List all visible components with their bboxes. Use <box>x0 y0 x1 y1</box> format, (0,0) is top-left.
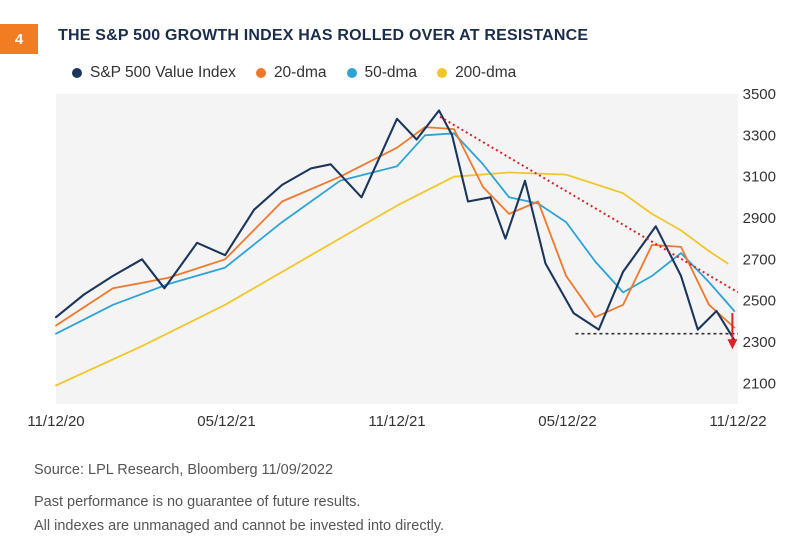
y-tick-label: 3300 <box>743 127 776 144</box>
disclaimer-performance: Past performance is no guarantee of futu… <box>34 494 361 510</box>
series-line-value-index <box>54 109 736 341</box>
legend-item-200dma: 200-dma <box>437 64 516 82</box>
y-tick-label: 3100 <box>743 169 776 186</box>
legend-item-50dma: 50-dma <box>346 64 418 82</box>
y-tick-label: 2500 <box>743 293 776 310</box>
legend-label-50dma: 50-dma <box>364 64 418 81</box>
x-tick-label: 11/12/20 <box>27 413 84 430</box>
y-tick-label: 2700 <box>743 251 776 268</box>
legend-label-value-index: S&P 500 Value Index <box>90 64 236 81</box>
y-tick-label: 2300 <box>743 334 776 351</box>
x-tick-label: 05/12/21 <box>197 413 255 430</box>
y-tick-label: 2900 <box>743 210 776 227</box>
disclaimer-indexes: All indexes are unmanaged and cannot be … <box>34 518 445 534</box>
x-tick-label: 05/12/22 <box>538 413 596 430</box>
legend-label-20dma: 20-dma <box>273 64 327 81</box>
down-arrow-icon <box>727 339 738 350</box>
legend-item-20dma: 20-dma <box>255 64 327 82</box>
chart-title: THE S&P 500 GROWTH INDEX HAS ROLLED OVER… <box>58 27 589 44</box>
legend-swatch-value-index <box>72 68 82 78</box>
line-chart: 3500 3300 3100 2900 2700 2500 2300 2100 11/12/20… <box>27 86 776 430</box>
series-line-50dma <box>55 132 736 335</box>
x-tick-label: 11/12/22 <box>709 413 766 430</box>
chart-legend: S&P 500 Value Index 20-dma 50-dma 200-dm… <box>72 64 536 82</box>
x-tick-label: 11/12/21 <box>368 413 425 430</box>
series-line-20dma <box>55 126 736 329</box>
series-line-200dma <box>55 171 729 387</box>
figure-number-badge: 4 <box>0 24 38 54</box>
legend-swatch-20dma <box>255 68 266 78</box>
legend-label-200dma: 200-dma <box>455 64 517 81</box>
source-note: Source: LPL Research, Bloomberg 11/09/20… <box>34 462 334 478</box>
y-tick-label: 3500 <box>743 86 776 103</box>
legend-swatch-200dma <box>437 68 448 78</box>
legend-swatch-50dma <box>346 68 357 78</box>
legend-item-value-index: S&P 500 Value Index <box>72 64 236 82</box>
y-tick-label: 2100 <box>743 375 776 392</box>
plot-background <box>56 94 738 404</box>
